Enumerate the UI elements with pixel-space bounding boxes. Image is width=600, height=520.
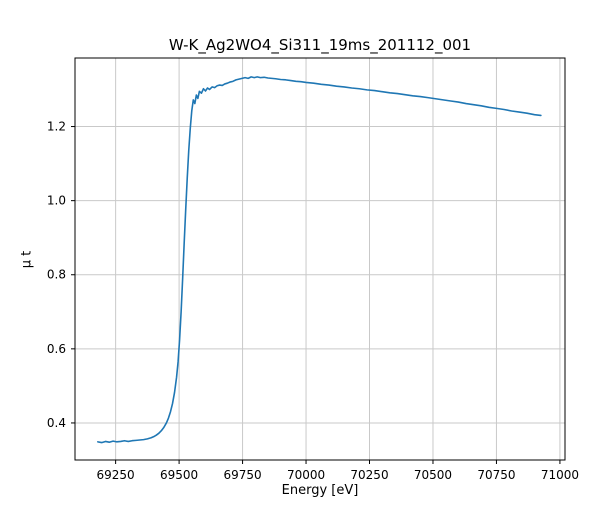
x-tick-label: 70250 (350, 468, 388, 482)
x-tick-label: 70750 (477, 468, 515, 482)
y-tick-label: 1.0 (47, 194, 66, 208)
y-tick-label: 0.8 (47, 268, 66, 282)
x-tick-label: 70500 (414, 468, 452, 482)
x-tick-label: 70000 (287, 468, 325, 482)
data-line-mu-t (97, 76, 542, 444)
x-tick-label: 69500 (160, 468, 198, 482)
y-tick-label: 0.6 (47, 342, 66, 356)
y-tick-label: 1.2 (47, 120, 66, 134)
plot-frame (74, 57, 566, 461)
x-axis-label: Energy [eV] (281, 483, 359, 498)
x-tick-label: 71000 (541, 468, 579, 482)
chart-title: W-K_Ag2WO4_Si311_19ms_201112_001 (168, 36, 472, 54)
y-tick-label: 0.4 (47, 416, 66, 430)
x-tick-label: 69750 (223, 468, 261, 482)
x-tick-label: 69250 (97, 468, 135, 482)
